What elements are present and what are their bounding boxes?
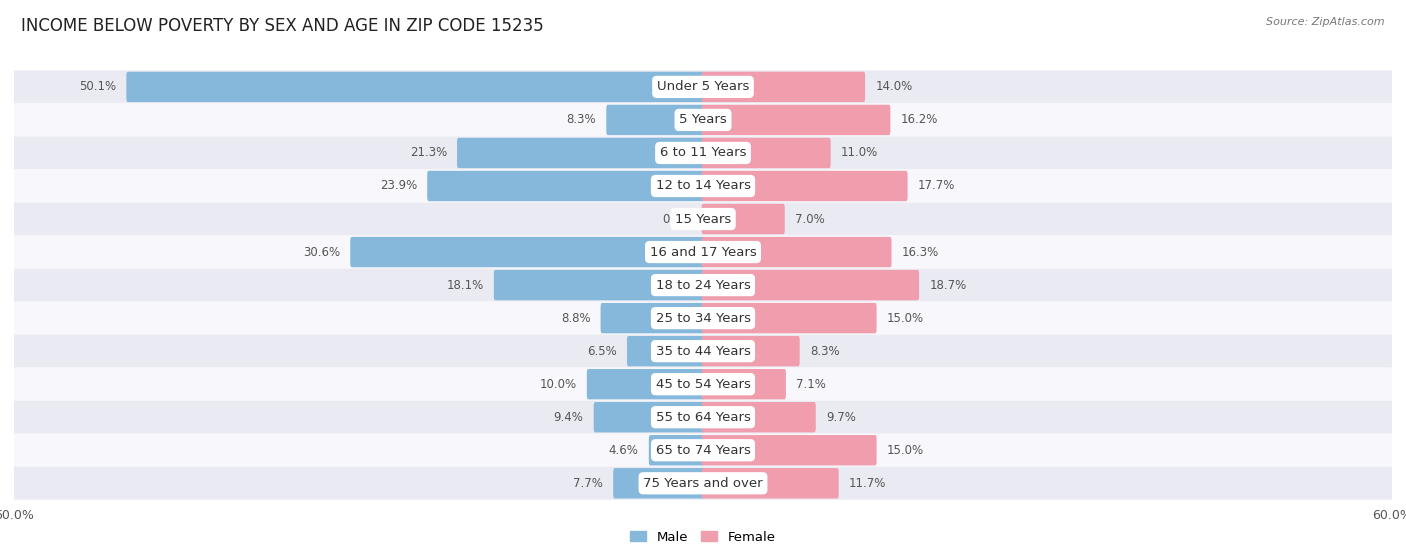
- FancyBboxPatch shape: [613, 468, 704, 499]
- FancyBboxPatch shape: [702, 303, 876, 333]
- Text: 6 to 11 Years: 6 to 11 Years: [659, 146, 747, 159]
- FancyBboxPatch shape: [14, 70, 1392, 103]
- Text: 14.0%: 14.0%: [875, 80, 912, 93]
- FancyBboxPatch shape: [14, 202, 1392, 235]
- FancyBboxPatch shape: [593, 402, 704, 433]
- Text: 25 to 34 Years: 25 to 34 Years: [655, 311, 751, 325]
- Text: 75 Years and over: 75 Years and over: [643, 477, 763, 490]
- FancyBboxPatch shape: [14, 136, 1392, 169]
- FancyBboxPatch shape: [14, 434, 1392, 467]
- FancyBboxPatch shape: [702, 237, 891, 267]
- FancyBboxPatch shape: [702, 72, 865, 102]
- FancyBboxPatch shape: [702, 402, 815, 433]
- Text: 17.7%: 17.7%: [918, 179, 955, 192]
- Text: Source: ZipAtlas.com: Source: ZipAtlas.com: [1267, 17, 1385, 27]
- Text: 16 and 17 Years: 16 and 17 Years: [650, 245, 756, 259]
- FancyBboxPatch shape: [702, 270, 920, 300]
- Text: 7.1%: 7.1%: [796, 378, 825, 391]
- Text: 55 to 64 Years: 55 to 64 Years: [655, 411, 751, 424]
- Text: 7.7%: 7.7%: [574, 477, 603, 490]
- Text: 6.5%: 6.5%: [588, 345, 617, 358]
- Text: 15.0%: 15.0%: [887, 444, 924, 457]
- FancyBboxPatch shape: [14, 368, 1392, 401]
- Text: 35 to 44 Years: 35 to 44 Years: [655, 345, 751, 358]
- Text: 65 to 74 Years: 65 to 74 Years: [655, 444, 751, 457]
- FancyBboxPatch shape: [702, 204, 785, 234]
- Text: 0.0%: 0.0%: [662, 212, 692, 225]
- Text: Under 5 Years: Under 5 Years: [657, 80, 749, 93]
- FancyBboxPatch shape: [606, 105, 704, 135]
- Text: 16.2%: 16.2%: [900, 113, 938, 126]
- FancyBboxPatch shape: [627, 336, 704, 366]
- Text: 11.7%: 11.7%: [849, 477, 886, 490]
- FancyBboxPatch shape: [127, 72, 704, 102]
- Text: 8.8%: 8.8%: [561, 311, 591, 325]
- FancyBboxPatch shape: [702, 138, 831, 168]
- Text: 18.1%: 18.1%: [447, 278, 484, 292]
- Text: 15 Years: 15 Years: [675, 212, 731, 225]
- FancyBboxPatch shape: [600, 303, 704, 333]
- Text: 10.0%: 10.0%: [540, 378, 576, 391]
- FancyBboxPatch shape: [14, 268, 1392, 302]
- FancyBboxPatch shape: [702, 336, 800, 366]
- Text: 8.3%: 8.3%: [810, 345, 839, 358]
- FancyBboxPatch shape: [14, 235, 1392, 268]
- FancyBboxPatch shape: [14, 401, 1392, 434]
- Legend: Male, Female: Male, Female: [626, 525, 780, 549]
- FancyBboxPatch shape: [457, 138, 704, 168]
- Text: 16.3%: 16.3%: [901, 245, 939, 259]
- FancyBboxPatch shape: [350, 237, 704, 267]
- FancyBboxPatch shape: [702, 435, 876, 466]
- Text: 9.7%: 9.7%: [825, 411, 856, 424]
- Text: 15.0%: 15.0%: [887, 311, 924, 325]
- Text: 18.7%: 18.7%: [929, 278, 966, 292]
- FancyBboxPatch shape: [702, 105, 890, 135]
- FancyBboxPatch shape: [586, 369, 704, 399]
- Text: 9.4%: 9.4%: [554, 411, 583, 424]
- FancyBboxPatch shape: [14, 103, 1392, 136]
- Text: 11.0%: 11.0%: [841, 146, 877, 159]
- FancyBboxPatch shape: [702, 171, 908, 201]
- FancyBboxPatch shape: [648, 435, 704, 466]
- FancyBboxPatch shape: [427, 171, 704, 201]
- FancyBboxPatch shape: [702, 369, 786, 399]
- Text: 45 to 54 Years: 45 to 54 Years: [655, 378, 751, 391]
- Text: 7.0%: 7.0%: [794, 212, 824, 225]
- Text: 4.6%: 4.6%: [609, 444, 638, 457]
- FancyBboxPatch shape: [14, 169, 1392, 202]
- Text: 8.3%: 8.3%: [567, 113, 596, 126]
- Text: 23.9%: 23.9%: [380, 179, 418, 192]
- FancyBboxPatch shape: [494, 270, 704, 300]
- Text: 18 to 24 Years: 18 to 24 Years: [655, 278, 751, 292]
- Text: 12 to 14 Years: 12 to 14 Years: [655, 179, 751, 192]
- Text: 50.1%: 50.1%: [79, 80, 117, 93]
- Text: 5 Years: 5 Years: [679, 113, 727, 126]
- FancyBboxPatch shape: [14, 467, 1392, 500]
- Text: INCOME BELOW POVERTY BY SEX AND AGE IN ZIP CODE 15235: INCOME BELOW POVERTY BY SEX AND AGE IN Z…: [21, 17, 544, 35]
- FancyBboxPatch shape: [702, 468, 839, 499]
- Text: 30.6%: 30.6%: [304, 245, 340, 259]
- FancyBboxPatch shape: [14, 335, 1392, 368]
- Text: 21.3%: 21.3%: [409, 146, 447, 159]
- FancyBboxPatch shape: [14, 302, 1392, 335]
